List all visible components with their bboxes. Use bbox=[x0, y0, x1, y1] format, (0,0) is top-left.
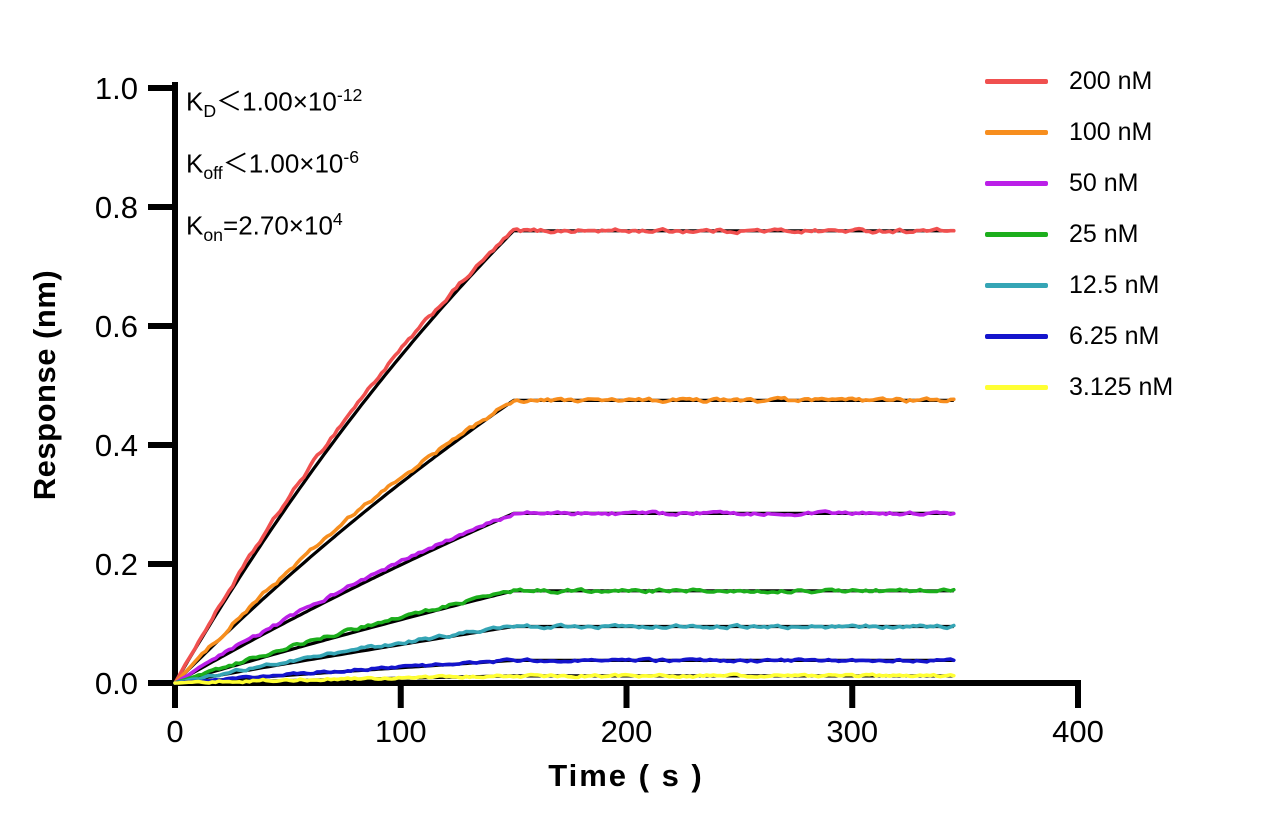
x-axis-title: Time ( s ) bbox=[548, 758, 704, 793]
y-axis-line bbox=[172, 82, 178, 686]
data-curve-6-25-nM bbox=[173, 656, 956, 685]
x-axis-line bbox=[172, 680, 1081, 686]
kinetics-line: KD＜1.00×10-12 bbox=[186, 85, 363, 121]
x-tick-label: 200 bbox=[601, 714, 653, 749]
x-axis-tick bbox=[397, 686, 404, 708]
legend-item: 50 nM bbox=[985, 168, 1139, 197]
y-axis-tick bbox=[148, 442, 172, 448]
x-tick-label: 100 bbox=[375, 714, 427, 749]
legend-item: 25 nM bbox=[985, 219, 1139, 248]
data-curve-50-nM bbox=[173, 509, 956, 685]
legend-label: 25 nM bbox=[1069, 219, 1139, 248]
data-curve-200-nM bbox=[173, 226, 956, 685]
x-tick-label: 300 bbox=[826, 714, 878, 749]
x-tick-label: 400 bbox=[1052, 714, 1104, 749]
legend-swatch-icon bbox=[985, 333, 1048, 339]
legend-label: 50 nM bbox=[1069, 168, 1139, 197]
legend-swatch-icon bbox=[985, 180, 1048, 186]
legend-label: 12.5 nM bbox=[1069, 270, 1160, 299]
legend-swatch-icon bbox=[985, 78, 1048, 84]
fit-line bbox=[173, 398, 954, 685]
legend-label: 6.25 nM bbox=[1069, 321, 1160, 350]
legend-label: 100 nM bbox=[1069, 117, 1153, 146]
y-axis-tick bbox=[148, 323, 172, 329]
y-axis-tick bbox=[148, 85, 172, 91]
data-curve-25-nM bbox=[173, 587, 956, 685]
fit-line bbox=[174, 589, 954, 685]
x-axis-tick bbox=[849, 686, 856, 708]
y-tick-label: 0.6 bbox=[95, 309, 138, 344]
legend-swatch-icon bbox=[985, 384, 1048, 390]
fit-line bbox=[174, 511, 954, 685]
y-axis-tick bbox=[148, 680, 172, 686]
legend-item: 6.25 nM bbox=[985, 321, 1160, 350]
legend-item: 3.125 nM bbox=[985, 372, 1174, 401]
y-tick-label: 0.0 bbox=[95, 666, 138, 701]
legend-swatch-icon bbox=[985, 129, 1048, 135]
y-axis-tick bbox=[148, 204, 172, 210]
y-axis-tick bbox=[148, 561, 172, 567]
data-curve-100-nM bbox=[173, 395, 956, 685]
y-tick-label: 0.8 bbox=[95, 190, 138, 225]
x-tick-label: 0 bbox=[166, 714, 183, 749]
y-tick-label: 0.4 bbox=[95, 428, 138, 463]
y-tick-label: 0.2 bbox=[95, 547, 138, 582]
data-curve-3-125-nM bbox=[173, 672, 956, 685]
legend-label: 3.125 nM bbox=[1069, 372, 1174, 401]
legend-item: 12.5 nM bbox=[985, 270, 1160, 299]
y-tick-label: 1.0 bbox=[95, 71, 138, 106]
legend-item: 200 nM bbox=[985, 66, 1153, 95]
legend-label: 200 nM bbox=[1069, 66, 1153, 95]
kinetics-line: Koff＜1.00×10-6 bbox=[186, 146, 360, 183]
legend-swatch-icon bbox=[985, 231, 1048, 237]
x-axis-tick bbox=[623, 686, 630, 708]
x-axis-tick bbox=[172, 686, 178, 708]
y-axis-title: Response (nm) bbox=[27, 269, 62, 501]
data-curve-12-5-nM bbox=[173, 622, 956, 685]
legend-item: 100 nM bbox=[985, 117, 1153, 146]
kinetics-annotation: KD＜1.00×10-12 Koff＜1.00×10-6 Kon=2.70×104 bbox=[186, 72, 362, 258]
kinetics-line: Kon=2.70×104 bbox=[186, 208, 343, 245]
legend-swatch-icon bbox=[985, 282, 1048, 288]
x-axis-tick bbox=[1075, 686, 1081, 708]
